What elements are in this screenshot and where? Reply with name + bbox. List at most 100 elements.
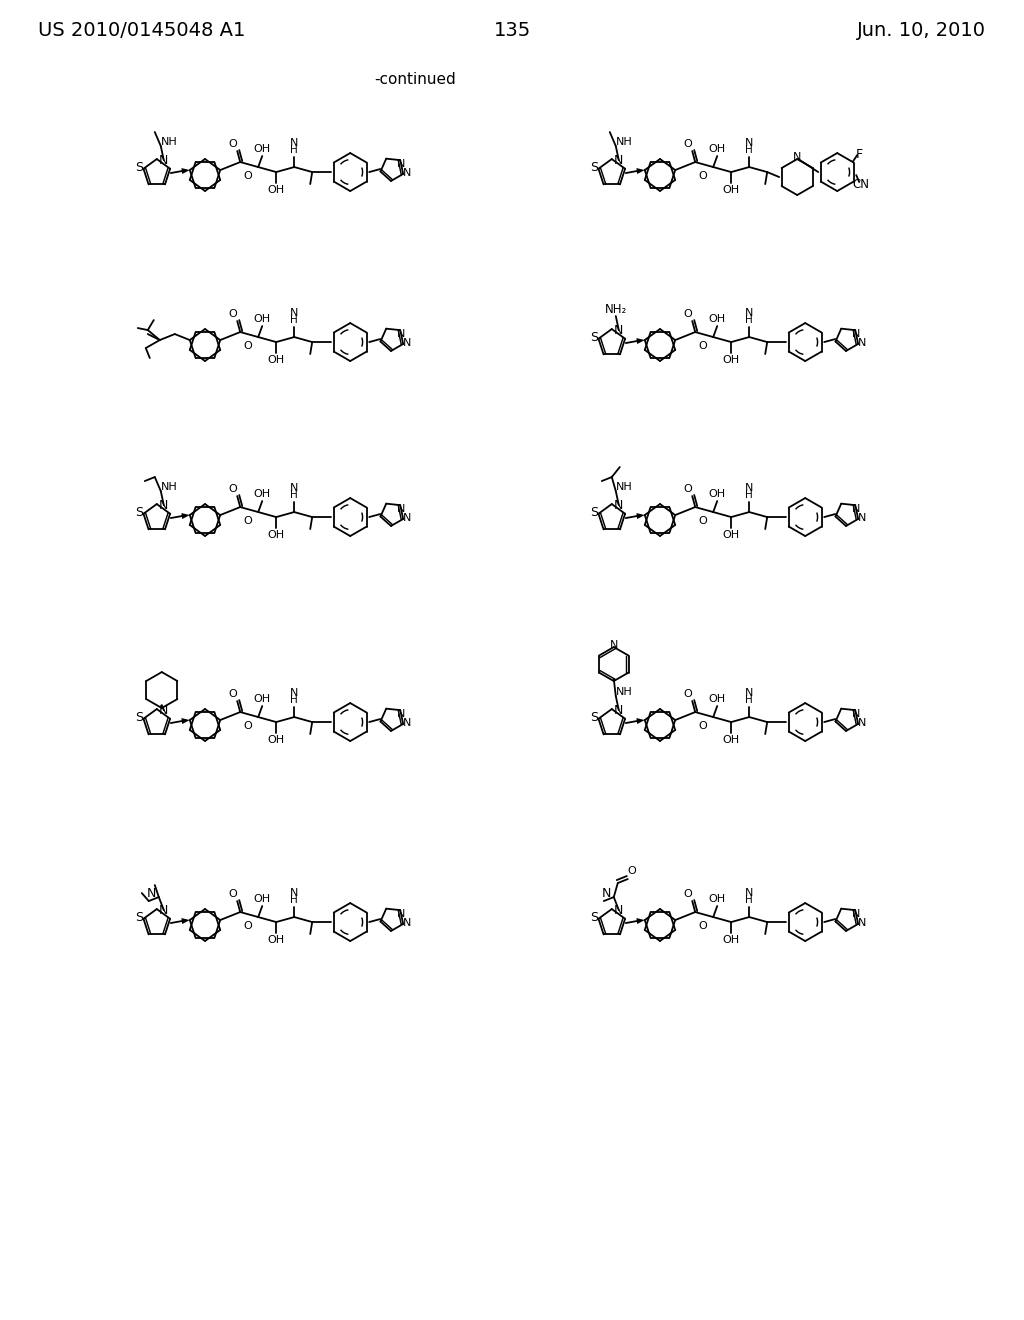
Text: US 2010/0145048 A1: US 2010/0145048 A1 xyxy=(38,21,246,40)
Text: H: H xyxy=(745,895,753,906)
Text: OH: OH xyxy=(254,314,270,323)
Polygon shape xyxy=(636,513,645,519)
Text: OH: OH xyxy=(723,735,739,744)
Polygon shape xyxy=(636,919,645,924)
Text: N: N xyxy=(290,483,298,494)
Text: N: N xyxy=(614,904,624,916)
Text: O: O xyxy=(698,921,708,931)
Text: O: O xyxy=(228,689,238,700)
Text: N: N xyxy=(403,513,412,523)
Text: H: H xyxy=(745,315,753,325)
Text: NH: NH xyxy=(161,137,177,147)
Text: OH: OH xyxy=(723,355,739,366)
Text: OH: OH xyxy=(254,488,270,499)
Text: N: N xyxy=(858,718,866,729)
Text: OH: OH xyxy=(267,531,285,540)
Text: OH: OH xyxy=(723,935,739,945)
Text: OH: OH xyxy=(709,694,726,704)
Text: O: O xyxy=(228,139,238,149)
Text: O: O xyxy=(684,689,692,700)
Text: N: N xyxy=(290,308,298,318)
Text: OH: OH xyxy=(267,735,285,744)
Text: O: O xyxy=(244,516,253,527)
Text: H: H xyxy=(291,696,298,705)
Text: N: N xyxy=(858,513,866,523)
Text: O: O xyxy=(228,309,238,319)
Polygon shape xyxy=(636,168,645,174)
Text: N: N xyxy=(397,329,406,339)
Text: N: N xyxy=(745,308,754,318)
Text: OH: OH xyxy=(254,894,270,904)
Text: N: N xyxy=(397,158,406,169)
Text: O: O xyxy=(684,139,692,149)
Text: N: N xyxy=(858,338,866,348)
Text: N: N xyxy=(614,323,624,337)
Text: NH: NH xyxy=(161,482,177,492)
Text: F: F xyxy=(856,148,863,161)
Text: S: S xyxy=(590,161,598,173)
Text: N: N xyxy=(745,483,754,494)
Text: N: N xyxy=(403,338,412,348)
Text: -continued: -continued xyxy=(374,73,456,87)
Text: OH: OH xyxy=(723,185,739,195)
Text: NH₂: NH₂ xyxy=(604,302,627,315)
Text: N: N xyxy=(159,499,169,512)
Text: S: S xyxy=(135,506,142,519)
Text: O: O xyxy=(244,172,253,181)
Text: O: O xyxy=(628,866,636,876)
Text: N: N xyxy=(614,499,624,512)
Text: N: N xyxy=(397,709,406,719)
Text: OH: OH xyxy=(723,531,739,540)
Text: Jun. 10, 2010: Jun. 10, 2010 xyxy=(857,21,986,40)
Text: N: N xyxy=(858,917,866,928)
Text: N: N xyxy=(602,887,611,899)
Polygon shape xyxy=(181,168,189,174)
Text: OH: OH xyxy=(709,144,726,154)
Text: O: O xyxy=(698,721,708,731)
Text: N: N xyxy=(147,887,157,899)
Text: O: O xyxy=(228,484,238,494)
Text: N: N xyxy=(793,152,802,162)
Text: NH: NH xyxy=(615,137,632,147)
Polygon shape xyxy=(636,718,645,725)
Text: O: O xyxy=(698,341,708,351)
Text: N: N xyxy=(852,504,860,513)
Polygon shape xyxy=(181,919,189,924)
Text: S: S xyxy=(590,506,598,519)
Text: S: S xyxy=(135,161,142,173)
Text: N: N xyxy=(852,329,860,339)
Text: CN: CN xyxy=(853,178,869,190)
Text: H: H xyxy=(745,145,753,154)
Text: O: O xyxy=(244,921,253,931)
Text: N: N xyxy=(159,153,169,166)
Text: S: S xyxy=(590,911,598,924)
Text: N: N xyxy=(290,888,298,898)
Text: S: S xyxy=(135,710,142,723)
Text: N: N xyxy=(397,504,406,513)
Text: OH: OH xyxy=(709,488,726,499)
Text: S: S xyxy=(590,330,598,343)
Text: NH: NH xyxy=(615,686,632,697)
Text: N: N xyxy=(614,704,624,717)
Text: O: O xyxy=(698,516,708,527)
Text: H: H xyxy=(291,895,298,906)
Polygon shape xyxy=(636,338,645,345)
Text: N: N xyxy=(609,640,617,649)
Text: O: O xyxy=(228,890,238,899)
Text: OH: OH xyxy=(267,935,285,945)
Text: H: H xyxy=(291,145,298,154)
Polygon shape xyxy=(181,718,189,725)
Text: OH: OH xyxy=(254,144,270,154)
Polygon shape xyxy=(181,513,189,519)
Text: O: O xyxy=(244,341,253,351)
Text: N: N xyxy=(614,153,624,166)
Text: N: N xyxy=(745,888,754,898)
Text: N: N xyxy=(290,688,298,698)
Text: O: O xyxy=(684,309,692,319)
Text: 135: 135 xyxy=(494,21,530,40)
Text: OH: OH xyxy=(709,314,726,323)
Text: N: N xyxy=(852,709,860,719)
Text: S: S xyxy=(590,710,598,723)
Text: N: N xyxy=(403,917,412,928)
Text: H: H xyxy=(745,490,753,500)
